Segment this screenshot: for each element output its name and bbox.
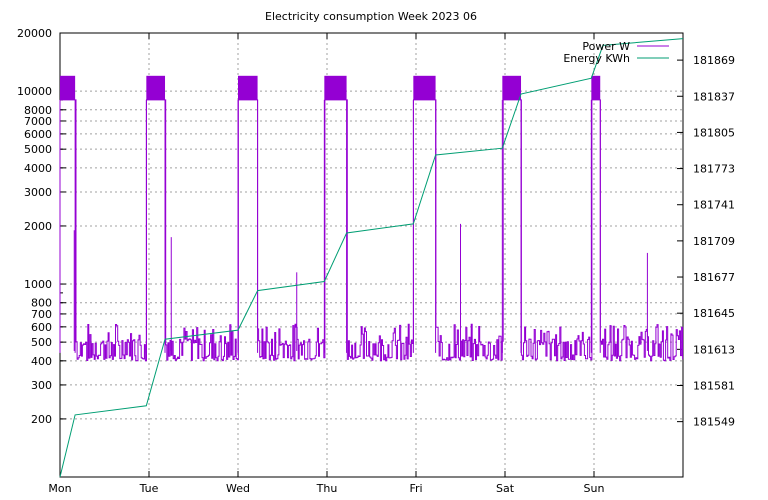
y-left-tick-label: 2000 [24,220,52,233]
y-left-tick-label: 800 [31,297,52,310]
power-heating-block [324,75,347,100]
x-tick-label: Sun [584,482,605,495]
power-heating-block [591,75,601,100]
x-tick-label: Tue [139,482,159,495]
y-left-tick-label: 7000 [24,115,52,128]
x-tick-label: Fri [409,482,422,495]
power-heating-block [60,75,76,100]
y-right-tick-label: 181549 [693,416,735,429]
y-left-tick-label: 600 [31,321,52,334]
y-right-tick-label: 181581 [693,379,735,392]
legend-label: Power W [582,40,630,53]
y-right-tick-label: 181613 [693,343,735,356]
power-heating-block [413,75,436,100]
y-left-tick-label: 5000 [24,143,52,156]
power-series-line [60,99,684,362]
y-left-tick-label: 1000 [24,278,52,291]
y-right-tick-label: 181837 [693,90,735,103]
y-right-tick-label: 181805 [693,126,735,139]
y-right-tick-label: 181677 [693,271,735,284]
legend-label: Energy KWh [563,52,630,65]
y-right-tick-label: 181741 [693,199,735,212]
x-tick-label: Thu [316,482,338,495]
axes: Mon Tue Wed Thu Fri Sat Sun2003004005006007008… [17,27,735,495]
y-right-tick-label: 181773 [693,163,735,176]
chart-title: Electricity consumption Week 2023 06 [265,10,477,23]
series-layer [59,38,684,478]
x-tick-label: Wed [226,482,250,495]
grid [59,33,683,477]
y-right-tick-label: 181645 [693,307,735,320]
y-left-tick-label: 4000 [24,162,52,175]
y-left-tick-label: 6000 [24,128,52,141]
y-left-tick-label: 8000 [24,104,52,117]
x-tick-label: Sat [496,482,515,495]
power-heating-block [238,75,258,100]
y-left-tick-label: 20000 [17,27,52,40]
y-left-tick-label: 10000 [17,85,52,98]
y-right-tick-label: 181709 [693,235,735,248]
y-left-tick-label: 300 [31,379,52,392]
energy-series-line [59,38,684,478]
x-tick-label: Mon [48,482,71,495]
y-left-tick-label: 200 [31,413,52,426]
y-right-tick-label: 181869 [693,54,735,67]
y-left-tick-label: 500 [31,336,52,349]
power-heating-block [146,75,166,100]
y-left-tick-label: 3000 [24,186,52,199]
power-heating-block [502,75,522,100]
y-left-tick-label: 700 [31,308,52,321]
y-left-tick-label: 400 [31,355,52,368]
